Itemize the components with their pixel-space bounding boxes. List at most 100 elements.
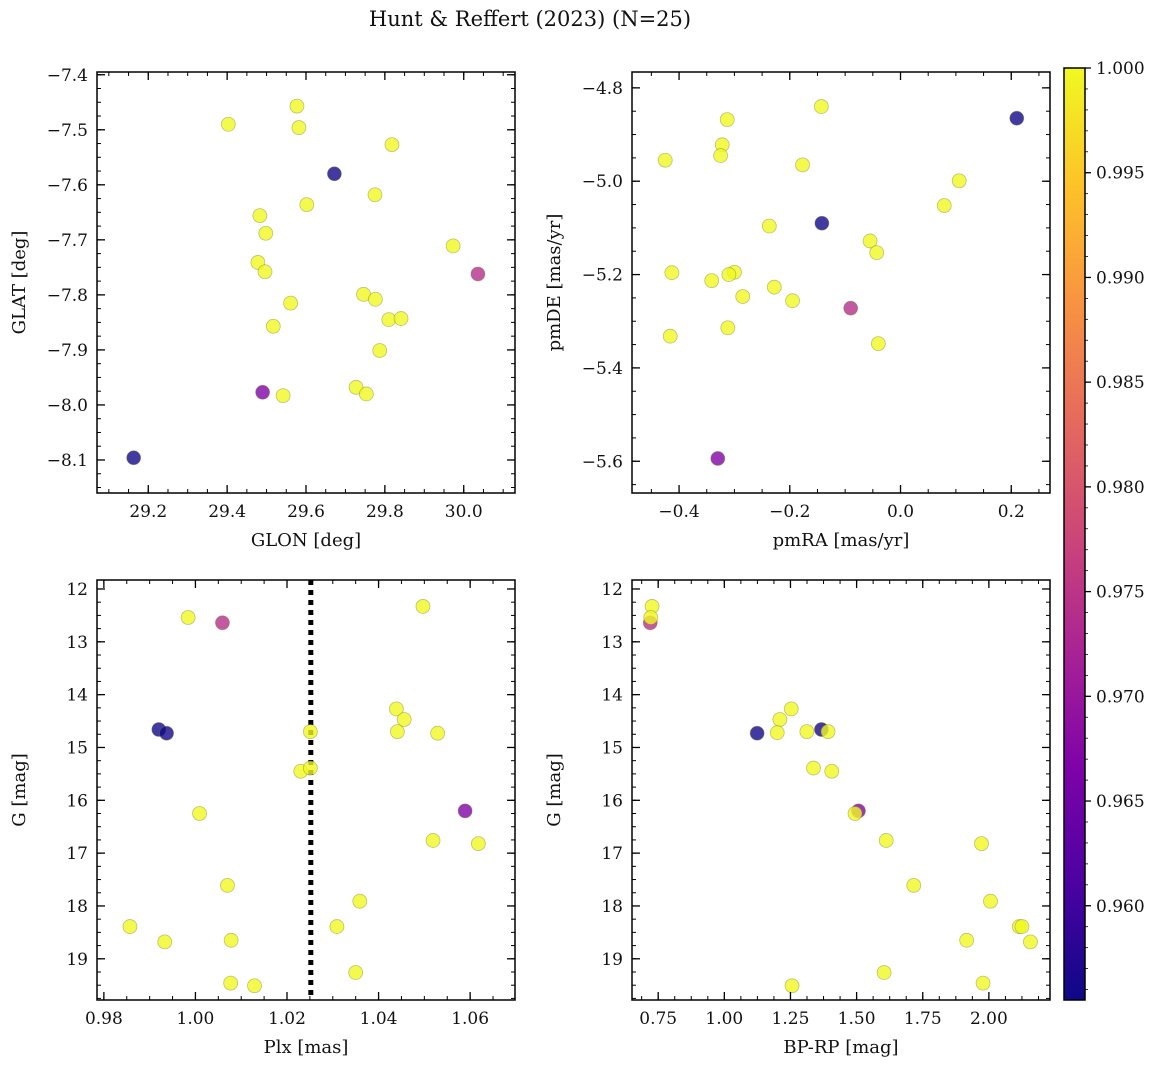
- data-point: [299, 197, 315, 213]
- data-point: [389, 701, 404, 717]
- y-tick-label: −7.6: [47, 176, 88, 196]
- data-point: [415, 599, 431, 614]
- scatter-panels: 29.2 29.4 29.6 29.8 30.0 −7.4 −7.5 −7.6 −7.7 −7.8…: [9, 66, 1051, 1058]
- data-point: [220, 116, 236, 132]
- x-tick-label: −0.2: [769, 502, 810, 522]
- colorbar-tick-label: 0.975: [1096, 583, 1145, 603]
- data-point: [749, 725, 765, 741]
- data-point: [878, 833, 894, 848]
- plot-frame: [96, 579, 516, 1001]
- data-point: [157, 934, 173, 950]
- y-tick-label: 13: [601, 633, 623, 653]
- y-tick-label: 18: [601, 897, 623, 917]
- colorbar-tick-label: 0.960: [1096, 897, 1145, 917]
- data-point: [223, 975, 239, 991]
- data-point: [192, 806, 207, 821]
- y-tick-label: −7.5: [47, 121, 88, 141]
- data-point: [220, 877, 235, 893]
- data-point: [381, 312, 397, 328]
- plot-frame: [631, 71, 1051, 494]
- y-tick-label: −7.8: [47, 286, 88, 306]
- plot-frame: [631, 579, 1051, 1001]
- y-tick-label: −7.4: [47, 66, 88, 86]
- x-tick-label: 1.02: [268, 1009, 306, 1029]
- colorbar-tick-label: 0.980: [1096, 478, 1145, 498]
- data-point: [126, 450, 142, 466]
- data-point: [283, 295, 299, 311]
- data-point: [1014, 919, 1030, 934]
- y-axis-label: G [mag]: [9, 753, 30, 826]
- figure-title: Hunt & Reffert (2023) (N=25): [369, 7, 691, 31]
- data-point: [959, 932, 975, 948]
- data-point: [384, 137, 400, 153]
- data-point: [1023, 934, 1038, 950]
- data-point: [876, 965, 892, 980]
- y-tick-label: 17: [66, 844, 88, 864]
- data-point: [814, 215, 830, 231]
- data-point: [247, 978, 262, 994]
- colorbar-tick-label: 1.000: [1096, 59, 1145, 79]
- data-point: [372, 343, 388, 358]
- x-axis-label: BP-RP [mag]: [783, 1037, 898, 1058]
- colorbar-gradient: [1063, 67, 1086, 1001]
- data-point: [657, 152, 673, 168]
- data-point: [870, 336, 886, 352]
- colorbar-tick-label: 0.965: [1096, 792, 1145, 812]
- panel-plx-g: 0.98 1.00 1.02 1.04 1.06 12 13 14 15 16 17 18 19 Plx …: [9, 579, 516, 1058]
- x-tick-label: 1.06: [451, 1009, 489, 1029]
- data-point: [785, 293, 800, 309]
- data-point: [784, 978, 800, 994]
- data-point: [275, 388, 291, 403]
- data-point: [122, 919, 138, 934]
- data-point: [795, 157, 810, 173]
- data-point: [159, 725, 174, 741]
- y-tick-label: 17: [601, 844, 623, 864]
- data-point: [662, 328, 678, 344]
- y-tick-label: 19: [601, 950, 623, 970]
- x-axis-label: Plx [mas]: [264, 1037, 349, 1058]
- data-point: [425, 833, 441, 848]
- data-point: [393, 311, 409, 326]
- data-point: [951, 173, 967, 189]
- y-tick-label: −5.0: [582, 172, 623, 192]
- data-point: [783, 701, 799, 717]
- y-tick-label: −8.0: [47, 396, 88, 416]
- plot-frame: [96, 71, 516, 494]
- data-point: [719, 112, 735, 128]
- data-point: [983, 893, 998, 909]
- x-tick-label: 29.2: [129, 502, 167, 522]
- data-point: [329, 919, 345, 934]
- y-tick-label: −5.2: [582, 266, 623, 286]
- data-point: [847, 806, 863, 821]
- data-point: [215, 615, 230, 631]
- data-point: [862, 233, 878, 249]
- data-point: [258, 225, 274, 241]
- x-tick-label: 1.00: [705, 1009, 743, 1029]
- data-point: [396, 712, 412, 727]
- y-axis-label: G [mag]: [544, 753, 565, 826]
- x-tick-label: 1.00: [177, 1009, 215, 1029]
- x-tick-label: 30.0: [445, 502, 483, 522]
- data-point: [766, 279, 782, 295]
- data-point: [291, 120, 307, 135]
- data-point: [457, 803, 473, 819]
- x-tick-label: 0.2: [998, 502, 1025, 522]
- data-point: [735, 289, 751, 304]
- panel-pmra-pmde: −0.4 −0.2 0.0 0.2 −4.8 −5.0 −5.2 −5.4 −5.6 pmRA […: [544, 71, 1051, 551]
- data-point: [255, 384, 271, 400]
- data-point: [368, 291, 383, 307]
- y-tick-label: 15: [66, 738, 88, 758]
- data-point: [936, 198, 952, 213]
- data-point: [799, 724, 815, 740]
- data-point: [643, 610, 659, 625]
- data-point: [721, 267, 737, 282]
- data-point: [257, 264, 273, 280]
- x-tick-label: 0.0: [887, 502, 914, 522]
- x-tick-label: 0.98: [85, 1009, 123, 1029]
- y-tick-label: 16: [601, 791, 623, 811]
- data-point: [820, 724, 836, 740]
- y-tick-label: 12: [66, 580, 88, 600]
- data-point: [358, 386, 374, 402]
- data-point: [713, 148, 728, 163]
- data-point: [430, 725, 446, 741]
